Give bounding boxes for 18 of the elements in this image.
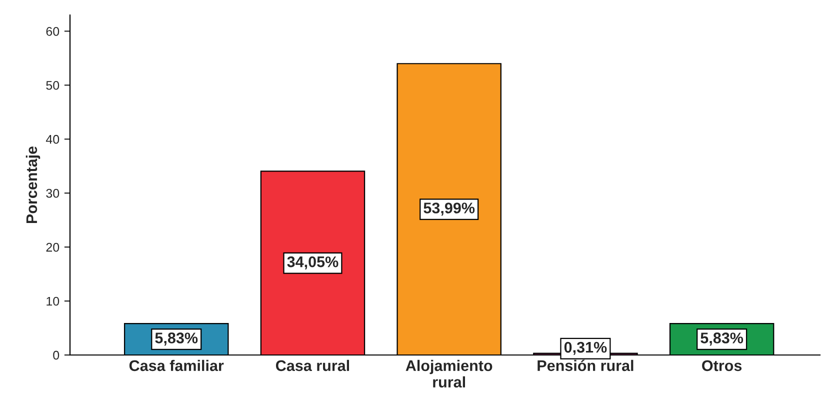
y-tick-label: 50 (46, 80, 60, 90)
x-tick-label: Pensión rural (538, 360, 634, 372)
y-tick-label: 20 (46, 242, 60, 252)
y-tick-label: 0 (53, 350, 60, 360)
y-tick-label: 30 (46, 188, 60, 198)
y-tick-label: 10 (46, 296, 60, 306)
y-tick-label: 40 (46, 134, 60, 144)
x-tick-label: Alojamiento rural (406, 360, 492, 388)
data-label: 5,83% (700, 332, 744, 346)
x-tick-label: Otros (702, 360, 742, 372)
x-tick-label: Casa rural (276, 360, 350, 372)
y-tick-label: 60 (46, 26, 60, 36)
y-axis-title: Porcentaje (26, 146, 40, 224)
data-label: 53,99% (424, 202, 475, 216)
data-label: 34,05% (287, 256, 338, 270)
x-tick-label: Casa familiar (129, 360, 224, 372)
data-label: 0,31% (564, 342, 607, 355)
data-label: 5,83% (155, 332, 198, 346)
